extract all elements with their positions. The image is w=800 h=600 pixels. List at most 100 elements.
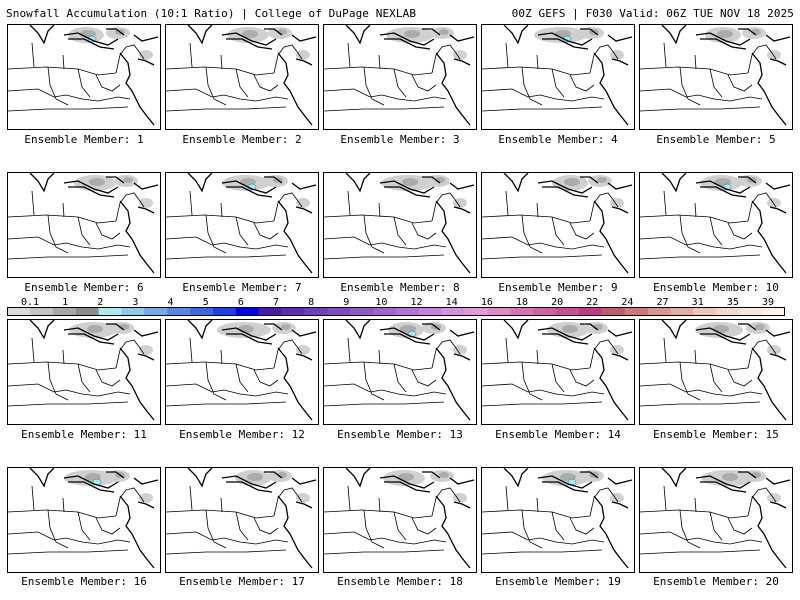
basemap: [166, 25, 317, 126]
colorbar-swatch: [167, 307, 191, 316]
basemap: [640, 320, 791, 421]
basemap: [166, 468, 317, 569]
basemap: [324, 25, 475, 126]
ensemble-member-map: [639, 172, 793, 278]
colorbar-swatch: [487, 307, 511, 316]
ensemble-member-map: [7, 319, 161, 425]
colorbar-swatch: [418, 307, 443, 316]
ensemble-member-caption: Ensemble Member: 19: [495, 575, 621, 588]
ensemble-member-caption: Ensemble Member: 5: [656, 133, 776, 146]
basemap: [324, 468, 475, 569]
colorbar-label: 24: [621, 297, 634, 308]
basemap: [482, 173, 633, 274]
ensemble-member-map: [639, 467, 793, 573]
colorbar-label: 1: [62, 297, 69, 308]
colorbar-swatch: [350, 307, 374, 316]
ensemble-member-map: [165, 24, 319, 130]
basemap: [166, 320, 317, 421]
ensemble-member-map: [7, 172, 161, 278]
colorbar-label: 20: [551, 297, 564, 308]
basemap: [482, 320, 633, 421]
ensemble-member-map: [639, 319, 793, 425]
colorbar-swatch: [258, 307, 283, 316]
colorbar-swatch: [144, 307, 168, 316]
colorbar-swatch: [396, 307, 420, 316]
map-title: Snowfall Accumulation (10:1 Ratio) | Col…: [6, 7, 417, 20]
ensemble-member-map: [323, 467, 477, 573]
colorbar-label: 31: [691, 297, 704, 308]
ensemble-member-caption: Ensemble Member: 7: [182, 281, 302, 294]
ensemble-member-map: [165, 467, 319, 573]
colorbar-swatch: [533, 307, 557, 316]
basemap: [8, 320, 159, 421]
ensemble-member-caption: Ensemble Member: 12: [179, 428, 305, 441]
run-info: 00Z GEFS | F030 Valid: 06Z TUE NOV 18 20…: [511, 7, 794, 20]
colorbar-label: 4: [167, 297, 174, 308]
colorbar-swatch: [441, 307, 466, 316]
colorbar-swatch: [693, 307, 717, 316]
colorbar-swatch: [579, 307, 603, 316]
basemap: [324, 320, 475, 421]
colorbar-swatch: [716, 307, 740, 316]
basemap: [166, 173, 317, 274]
basemap: [640, 25, 791, 126]
ensemble-member-map: [323, 172, 477, 278]
ensemble-member-caption: Ensemble Member: 2: [182, 133, 302, 146]
colorbar-label: 8: [308, 297, 315, 308]
ensemble-member-map: [7, 24, 161, 130]
colorbar-swatch: [235, 307, 260, 316]
ensemble-member-map: [481, 319, 635, 425]
colorbar-label: 2: [97, 297, 104, 308]
ensemble-member-caption: Ensemble Member: 1: [24, 133, 144, 146]
colorbar-label: 12: [410, 297, 423, 308]
colorbar-swatch: [624, 307, 649, 316]
colorbar-swatch: [556, 307, 580, 316]
ensemble-member-caption: Ensemble Member: 4: [498, 133, 618, 146]
basemap: [640, 173, 791, 274]
ensemble-member-caption: Ensemble Member: 3: [340, 133, 460, 146]
colorbar-swatch: [670, 307, 694, 316]
colorbar-swatch: [75, 307, 100, 316]
colorbar-swatch: [762, 307, 785, 316]
ensemble-member-map: [481, 172, 635, 278]
ensemble-member-caption: Ensemble Member: 16: [21, 575, 147, 588]
basemap: [482, 25, 633, 126]
colorbar-label: 10: [375, 297, 388, 308]
colorbar-label: 3: [132, 297, 139, 308]
colorbar-swatch: [29, 307, 54, 316]
ensemble-member-caption: Ensemble Member: 18: [337, 575, 463, 588]
basemap: [640, 468, 791, 569]
colorbar-swatch: [739, 307, 763, 316]
colorbar-swatch: [373, 307, 397, 316]
colorbar-swatch: [281, 307, 305, 316]
ensemble-member-map: [7, 467, 161, 573]
ensemble-member-map: [639, 24, 793, 130]
ensemble-member-caption: Ensemble Member: 6: [24, 281, 144, 294]
colorbar-label: 14: [445, 297, 458, 308]
ensemble-member-caption: Ensemble Member: 13: [337, 428, 463, 441]
colorbar-swatch: [601, 307, 626, 316]
colorbar-swatch: [121, 307, 145, 316]
snowfall-colorbar: [7, 307, 785, 316]
basemap: [8, 468, 159, 569]
colorbar-label: 7: [272, 297, 280, 308]
colorbar-swatch: [464, 307, 489, 316]
colorbar-label: 5: [202, 297, 209, 308]
colorbar-label: 35: [726, 297, 739, 308]
ensemble-member-caption: Ensemble Member: 9: [498, 281, 618, 294]
ensemble-member-map: [323, 24, 477, 130]
colorbar-label: 9: [343, 297, 350, 308]
colorbar-frame: [7, 307, 785, 316]
colorbar-label: 27: [656, 297, 669, 308]
colorbar-swatch: [52, 307, 77, 316]
ensemble-member-caption: Ensemble Member: 10: [653, 281, 779, 294]
colorbar-label: 6: [237, 297, 244, 308]
colorbar-label: 16: [480, 297, 493, 308]
colorbar-label: 39: [761, 297, 775, 308]
ensemble-member-caption: Ensemble Member: 14: [495, 428, 621, 441]
ensemble-member-caption: Ensemble Member: 11: [21, 428, 147, 441]
ensemble-member-map: [481, 467, 635, 573]
basemap: [324, 173, 475, 274]
ensemble-member-map: [323, 319, 477, 425]
colorbar-swatch: [7, 307, 31, 316]
